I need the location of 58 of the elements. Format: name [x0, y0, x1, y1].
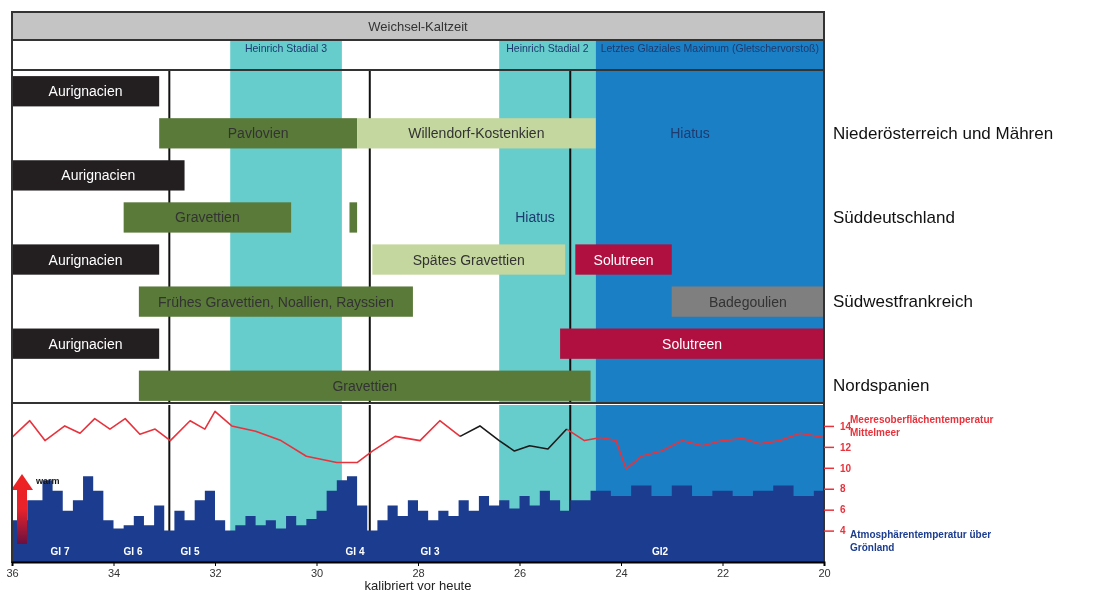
text: Meeresoberflächentemperatur Mittelmeer — [850, 414, 994, 438]
annotation: GI 4 — [345, 546, 365, 557]
x-tick-label: 30 — [310, 566, 324, 579]
chart-title: Weichsel-Kaltzeit — [368, 19, 469, 34]
text: Gravettien — [175, 209, 240, 226]
annotation: warm — [35, 476, 60, 486]
bar — [12, 244, 160, 275]
x-tick-label: 34 — [107, 566, 121, 579]
series-label: Gravettien — [332, 377, 398, 394]
series-label: Willendorf-Kostenkien — [408, 125, 545, 142]
x-tick-label: 22 — [716, 566, 730, 579]
text: Aurignacien — [48, 335, 123, 352]
bar — [372, 244, 566, 275]
annotation: GI2 — [651, 546, 669, 557]
line-series — [459, 425, 568, 452]
text: Aurignacien — [48, 251, 123, 268]
bar — [12, 160, 185, 191]
y-tick-label: 12 — [840, 441, 852, 453]
bar — [671, 286, 824, 317]
x-tick-label: 26 — [513, 566, 527, 579]
annotation: GI 6 — [123, 546, 143, 557]
y-tick-label: Niederösterreich und Mähren — [833, 123, 1054, 143]
x-tick-label: 32 — [209, 566, 222, 579]
annotation: GI 5 — [180, 546, 200, 557]
y-tick-label: 8 — [840, 483, 846, 495]
series-label: Frühes Gravettien, Noallien, Rayssien — [158, 293, 394, 310]
x-tick-label: 36 — [6, 566, 19, 579]
y-tick-label: Süddeutschland — [833, 207, 955, 227]
series-label: Badegoulien — [708, 293, 787, 310]
bar — [560, 328, 824, 359]
text: Aurignacien — [48, 83, 123, 100]
annotation: GI 3 — [420, 546, 440, 557]
series-label: Solutreen — [593, 251, 654, 268]
text: Atmosphärentemperatur über Grönland — [850, 529, 992, 553]
bar — [138, 370, 591, 401]
bar — [159, 118, 358, 149]
bar — [575, 244, 672, 275]
text: Solutreen — [662, 335, 723, 352]
band-label: Letztes Glaziales Maximum (Gletschervorstoß) — [600, 42, 819, 54]
y-tick-label: Nordspanien — [833, 376, 930, 396]
annotation: Hiatus — [515, 209, 555, 226]
x-tick-label: 28 — [412, 566, 425, 579]
annotation: Hiatus — [670, 125, 710, 142]
annotation: GI 7 — [50, 546, 70, 557]
band-label: Heinrich Stadial 2 — [506, 42, 589, 54]
y-tick-label: Südwestfrankreich — [833, 292, 973, 312]
y-tick-label: 10 — [840, 462, 852, 474]
series-label: Aurignacien — [61, 167, 136, 184]
series-label: Spätes Gravettien — [412, 251, 525, 268]
x-tick-label: 24 — [615, 566, 628, 579]
band-label: Heinrich Stadial 3 — [244, 42, 328, 54]
x-axis-title: kalibriert vor heute — [364, 578, 472, 593]
y-tick-label: 6 — [840, 504, 846, 516]
bar — [123, 202, 292, 233]
x-tick-label: 20 — [818, 566, 831, 579]
bar — [349, 202, 358, 233]
series-label: Pavlovien — [227, 125, 289, 142]
y-tick-label: 4 — [840, 525, 846, 537]
